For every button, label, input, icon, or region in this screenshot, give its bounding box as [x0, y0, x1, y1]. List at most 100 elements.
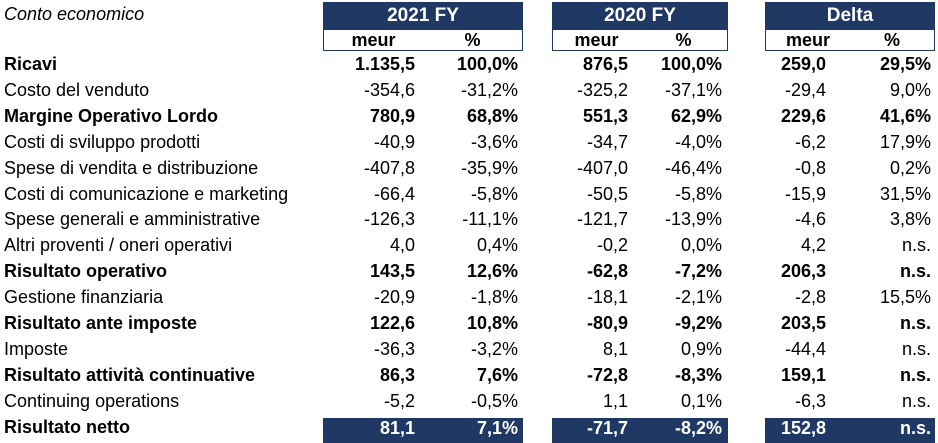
header-2020-fy: 2020 FY: [552, 2, 728, 30]
row-cell: 1,1: [602, 391, 628, 411]
row-cell: 3,8%: [889, 209, 931, 229]
row-cell: -66,4: [373, 184, 415, 204]
row-label: Spese di vendita e distribuzione: [4, 158, 259, 178]
row-cell: 229,6: [780, 106, 826, 126]
row-cell: 29,5%: [879, 54, 931, 74]
row-cell: n.s.: [899, 313, 931, 333]
row-cell: -72,8: [586, 365, 628, 385]
row-cell: -3,2%: [470, 339, 518, 359]
row-cell: -44,4: [784, 339, 826, 359]
unit-meur-delta: meur: [785, 30, 830, 50]
row-cell: -37,1%: [664, 80, 722, 100]
row-cell: 780,9: [369, 106, 415, 126]
row-cell: 259,0: [780, 54, 826, 74]
row-cell: -9,2%: [674, 313, 722, 333]
row-cell: -15,9: [784, 184, 826, 204]
net-result-band-2020: [552, 418, 728, 443]
row-cell: n.s.: [901, 391, 931, 411]
net-result-band-delta: [765, 418, 935, 443]
row-label: Costo del venduto: [4, 80, 150, 100]
row-cell: -0,5%: [470, 391, 518, 411]
row-label: Continuing operations: [4, 391, 180, 411]
row-cell: n.s.: [899, 261, 931, 281]
row-cell: 100,0%: [660, 54, 722, 74]
row-cell: 1.135,5: [354, 54, 415, 74]
row-cell: -6,2: [794, 132, 826, 152]
row-label: Risultato netto: [4, 417, 130, 437]
row-cell: 551,3: [582, 106, 628, 126]
row-cell: 100,0%: [456, 54, 518, 74]
row-cell: 4,2: [800, 235, 826, 255]
unit-pct-2021: %: [464, 30, 481, 50]
row-label: Costi di comunicazione e marketing: [4, 184, 289, 204]
row-label: Gestione finanziaria: [4, 287, 164, 307]
row-cell: n.s.: [899, 365, 931, 385]
unit-meur-2020: meur: [574, 30, 619, 50]
row-cell: 122,6: [369, 313, 415, 333]
row-cell: 86,3: [379, 365, 415, 385]
row-cell: -8,3%: [674, 365, 722, 385]
row-cell: -5,8%: [674, 184, 722, 204]
row-cell: 9,0%: [889, 80, 931, 100]
row-cell: -34,7: [586, 132, 628, 152]
row-cell: -46,4%: [664, 158, 722, 178]
row-cell: -5,2: [383, 391, 415, 411]
unit-pct-2020: %: [675, 30, 692, 50]
row-cell: -126,3: [363, 209, 415, 229]
row-cell: 31,5%: [879, 184, 931, 204]
row-cell: n.s.: [899, 418, 931, 438]
row-cell: 17,9%: [879, 132, 931, 152]
unit-pct-delta: %: [883, 30, 900, 50]
row-cell: -325,2: [576, 80, 628, 100]
row-cell: n.s.: [901, 339, 931, 359]
row-cell: -4,0%: [674, 132, 722, 152]
row-cell: n.s.: [901, 235, 931, 255]
row-cell: -4,6: [794, 209, 826, 229]
net-result-band-2021: [323, 418, 523, 443]
row-cell: 206,3: [780, 261, 826, 281]
unit-meur-2021: meur: [351, 30, 396, 50]
row-label: Margine Operativo Lordo: [4, 106, 219, 126]
row-label: Altri proventi / oneri operativi: [4, 235, 233, 255]
row-cell: 68,8%: [466, 106, 518, 126]
row-cell: 4,0: [389, 235, 415, 255]
row-cell: -0,8: [794, 158, 826, 178]
row-cell: -407,0: [576, 158, 628, 178]
row-cell: -2,1%: [674, 287, 722, 307]
row-cell: -40,9: [373, 132, 415, 152]
row-cell: -35,9%: [460, 158, 518, 178]
row-cell: -1,8%: [470, 287, 518, 307]
row-cell: 62,9%: [670, 106, 722, 126]
row-label: Spese generali e amministrative: [4, 209, 261, 229]
row-cell: -5,8%: [470, 184, 518, 204]
row-cell: -3,6%: [470, 132, 518, 152]
row-cell: -407,8: [363, 158, 415, 178]
row-label: Risultato ante imposte: [4, 313, 198, 333]
header-delta: Delta: [765, 2, 935, 30]
row-cell: -8,2%: [674, 418, 722, 438]
row-label: Costi di sviluppo prodotti: [4, 132, 201, 152]
row-cell: -71,7: [586, 418, 628, 438]
row-cell: -2,8: [794, 287, 826, 307]
row-cell: -6,3: [794, 391, 826, 411]
row-cell: 0,0%: [680, 235, 722, 255]
row-cell: 143,5: [369, 261, 415, 281]
table-title: Conto economico: [4, 4, 145, 24]
row-cell: 12,6%: [466, 261, 518, 281]
row-cell: 81,1: [379, 418, 415, 438]
row-cell: -20,9: [373, 287, 415, 307]
row-cell: -36,3: [373, 339, 415, 359]
subheader-2020: meur %: [552, 29, 728, 51]
row-cell: -121,7: [576, 209, 628, 229]
row-cell: -50,5: [586, 184, 628, 204]
row-label: Imposte: [4, 339, 69, 359]
row-label: Risultato operativo: [4, 261, 168, 281]
row-cell: -18,1: [586, 287, 628, 307]
row-cell: -354,6: [363, 80, 415, 100]
subheader-2021: meur %: [323, 29, 523, 51]
header-2021-fy: 2021 FY: [323, 2, 523, 30]
row-cell: 876,5: [582, 54, 628, 74]
row-cell: -80,9: [586, 313, 628, 333]
row-label: Ricavi: [4, 54, 58, 74]
row-cell: 0,4%: [476, 235, 518, 255]
